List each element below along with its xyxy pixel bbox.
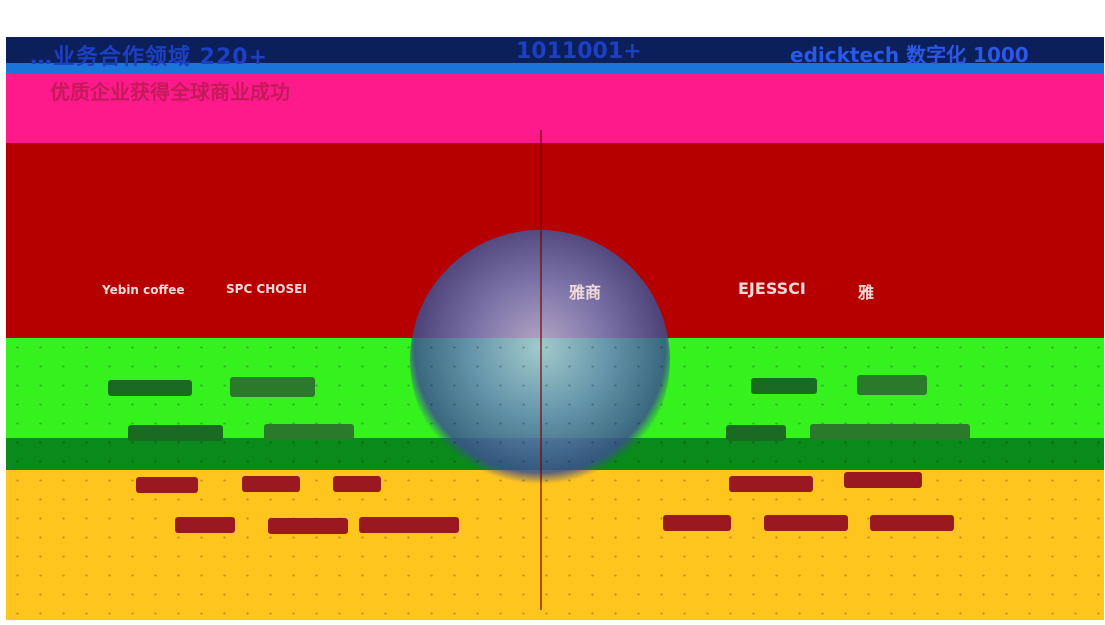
brand-mark — [751, 378, 817, 394]
brand-mark — [230, 377, 315, 397]
logo-spc: SPC CHOSEI — [226, 282, 307, 296]
header-bar — [6, 37, 1104, 65]
globe-axis-line — [540, 130, 542, 610]
banner-section-pink — [6, 73, 1104, 143]
brand-mark — [242, 476, 300, 492]
header-right-text: edicktech 数字化 1000 — [790, 43, 1029, 67]
header-strip — [6, 63, 1104, 73]
logo-yashang: 雅商 — [569, 283, 602, 302]
brand-mark — [729, 476, 813, 492]
brand-mark — [128, 425, 223, 441]
brand-mark — [136, 477, 198, 493]
brand-mark — [175, 517, 235, 533]
brand-mark — [726, 425, 786, 441]
brand-mark — [663, 515, 731, 531]
logo-yebin: Yebin coffee — [102, 283, 185, 297]
brand-mark — [764, 515, 848, 531]
brand-mark — [870, 515, 954, 531]
header-mid-number: 1011001+ — [516, 39, 642, 64]
page-subtitle: 优质企业获得全球商业成功 — [50, 80, 290, 104]
brand-mark — [108, 380, 192, 396]
brand-mark — [810, 424, 970, 440]
brand-mark — [844, 472, 922, 488]
logo-ejessci: EJESSCI — [738, 279, 806, 298]
logo-section-yellow — [6, 470, 1104, 620]
header-left-title: …业务合作领域 220+ — [30, 45, 269, 70]
logo-ya: 雅 — [858, 283, 875, 302]
brand-mark — [359, 517, 459, 533]
brand-mark — [268, 518, 348, 534]
brand-mark — [264, 424, 354, 440]
brand-mark — [857, 375, 927, 395]
brand-mark — [333, 476, 381, 492]
